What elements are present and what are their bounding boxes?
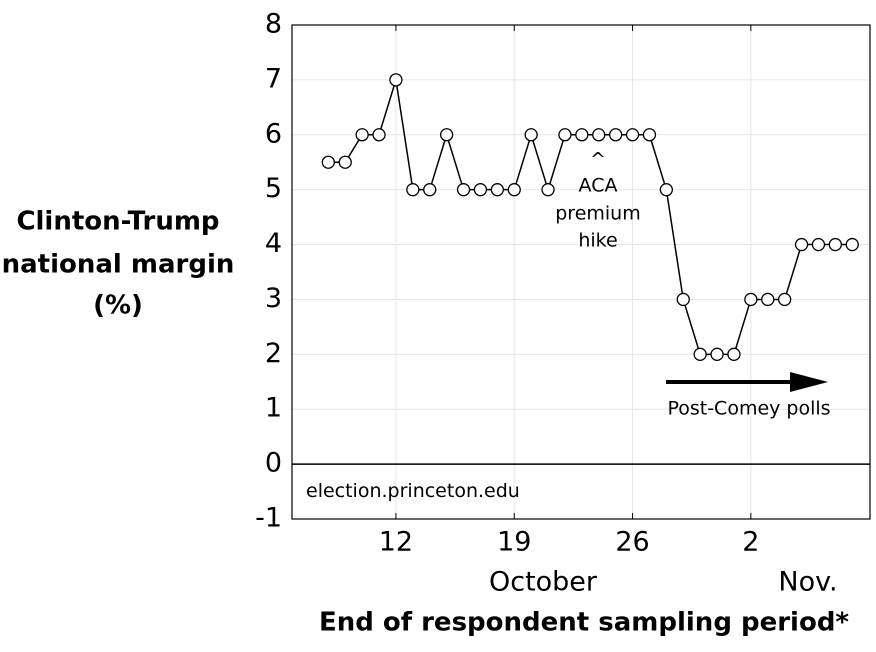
point — [761, 292, 775, 307]
plot-frame — [291, 24, 871, 520]
month-label: Nov. — [778, 567, 837, 598]
y-axis-label: (%) — [93, 291, 143, 321]
y-tick-label: 7 — [265, 63, 282, 94]
point — [507, 183, 521, 197]
point — [845, 237, 859, 252]
watermark: election.princeton.edu — [306, 480, 520, 502]
y-tick-label: 8 — [265, 9, 282, 40]
point — [710, 347, 724, 361]
point — [693, 347, 707, 361]
point — [372, 128, 386, 142]
annotation: Post-Comey polls — [667, 398, 830, 420]
point — [558, 128, 572, 142]
point — [659, 183, 673, 197]
y-tick-label: 4 — [265, 228, 282, 259]
y-tick-label: 5 — [265, 173, 282, 204]
point — [575, 128, 589, 142]
point — [473, 183, 488, 197]
point — [592, 128, 606, 142]
x-tick-label: 26 — [615, 527, 649, 558]
y-axis-label: Clinton-Trump — [16, 207, 219, 237]
x-axis-label: End of respondent sampling period* — [319, 608, 849, 638]
x-tick-label: 2 — [742, 527, 759, 558]
point — [727, 347, 741, 361]
annotation: premium — [555, 203, 640, 225]
point — [423, 183, 437, 197]
point — [608, 128, 623, 142]
month-label: October — [489, 567, 598, 598]
point — [676, 292, 690, 307]
point — [794, 237, 809, 252]
y-tick-label: -1 — [255, 503, 282, 534]
point — [389, 73, 403, 87]
annotation: hike — [578, 230, 617, 252]
y-tick-label: 2 — [265, 338, 282, 369]
point — [321, 155, 335, 169]
y-tick-label: 6 — [265, 118, 282, 149]
point — [811, 237, 826, 252]
y-axis-label: national margin — [2, 250, 235, 280]
point — [642, 128, 657, 142]
point — [625, 128, 640, 142]
y-tick-label: 1 — [265, 393, 282, 424]
point — [439, 128, 454, 142]
point — [355, 128, 369, 142]
point — [524, 128, 538, 142]
annotation: ACA — [579, 175, 618, 197]
x-tick-label: 12 — [379, 527, 413, 558]
y-tick-label: 0 — [265, 448, 282, 479]
point — [490, 183, 504, 197]
arrow-head — [790, 372, 828, 392]
point — [828, 237, 843, 252]
x-tick-label: 19 — [497, 527, 531, 558]
point — [778, 292, 792, 307]
point — [338, 155, 352, 169]
point — [456, 183, 471, 197]
y-tick-label: 3 — [265, 283, 282, 314]
annotation: ^ — [590, 149, 606, 171]
point — [744, 292, 758, 307]
point — [541, 183, 555, 197]
point — [406, 183, 420, 197]
